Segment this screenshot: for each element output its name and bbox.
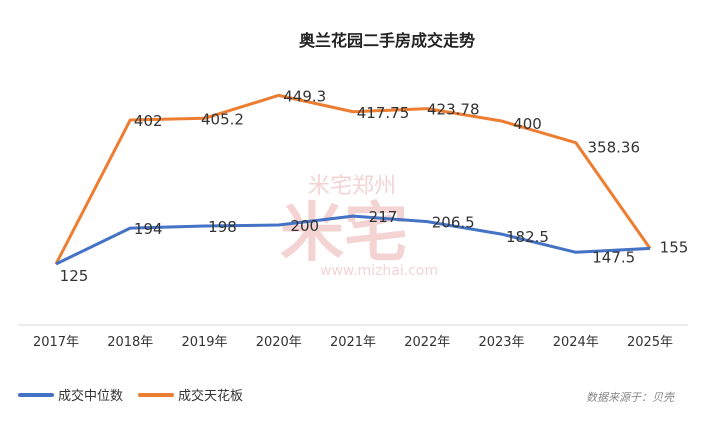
data-label-median: 182.5 [506, 228, 549, 246]
data-label-ceiling: 400 [513, 115, 542, 133]
data-label-median: 147.5 [592, 248, 635, 266]
series-lines [54, 93, 652, 266]
watermark-url: www.mizhai.com [320, 263, 438, 279]
legend: 成交中位数 成交天花板 [18, 388, 243, 404]
data-label-median: 125 [60, 267, 89, 285]
x-tick-label: 2019年 [181, 335, 227, 350]
data-label-ceiling: 423.78 [427, 101, 480, 119]
data-label-median: 198 [208, 218, 237, 236]
x-tick-label: 2018年 [107, 335, 153, 350]
source-note: 数据来源于：贝壳 [586, 391, 676, 404]
watermark-brand: 米宅郑州 [308, 174, 396, 199]
x-tick-label: 2022年 [404, 335, 450, 350]
data-label-ceiling: 417.75 [357, 104, 410, 122]
data-label-ceiling: 405.2 [201, 110, 244, 128]
watermark-logo: 米宅 [280, 197, 408, 271]
legend-label-ceiling: 成交天花板 [178, 388, 243, 404]
x-axis-ticks: 2017年 2018年 2019年 2020年 2021年 2022年 2023年 2024年… [33, 335, 673, 350]
data-labels: 125 194 198 200 217 206.5 182.5 147.5 155 402 405.… [60, 87, 689, 285]
data-label-median: 155 [660, 238, 689, 256]
legend-label-median: 成交中位数 [58, 388, 123, 404]
x-tick-label: 2023年 [478, 335, 524, 350]
data-label-ceiling: 402 [134, 112, 163, 130]
data-label-median: 217 [369, 208, 398, 226]
data-label-ceiling: 358.36 [588, 139, 641, 157]
data-label-median: 206.5 [432, 214, 475, 232]
series-line-ceiling [54, 93, 652, 265]
x-tick-label: 2025年 [627, 335, 673, 350]
watermark: 米宅郑州 米宅 www.mizhai.com [280, 174, 438, 279]
series-line-median [55, 214, 651, 266]
data-label-median: 200 [290, 217, 319, 235]
x-tick-label: 2021年 [330, 335, 376, 350]
data-label-ceiling: 449.3 [283, 87, 326, 105]
x-tick-label: 2024年 [553, 335, 599, 350]
chart-title: 奥兰花园二手房成交走势 [299, 31, 475, 50]
data-label-median: 194 [134, 220, 163, 238]
x-tick-label: 2017年 [33, 335, 79, 350]
x-tick-label: 2020年 [256, 335, 302, 350]
